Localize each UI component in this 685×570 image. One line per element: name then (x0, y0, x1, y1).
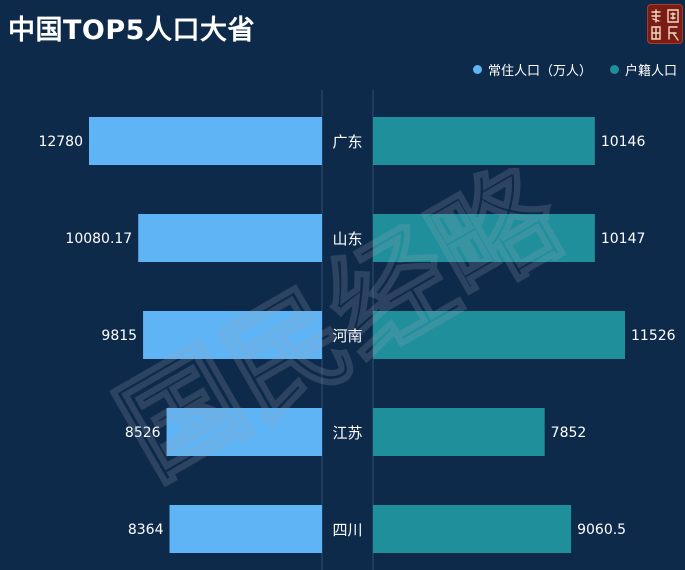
data-label-household-4: 9060.5 (577, 522, 626, 538)
category-label-0: 广东 (332, 133, 362, 151)
category-label-1: 山东 (332, 230, 362, 248)
bar-resident-0 (89, 117, 322, 165)
data-label-household-3: 7852 (551, 425, 587, 441)
legend-label-resident: 常住人口（万人） (487, 64, 592, 79)
category-label-3: 江苏 (332, 424, 362, 442)
data-label-resident-3: 8526 (125, 425, 161, 441)
data-label-resident-2: 9815 (101, 328, 137, 344)
data-label-resident-0: 12780 (38, 134, 83, 150)
data-label-household-0: 10146 (601, 134, 646, 150)
bar-resident-4 (169, 505, 322, 553)
bar-household-2 (373, 311, 625, 359)
data-label-household-2: 11526 (631, 328, 676, 344)
category-label-4: 四川 (332, 521, 362, 539)
legend: 常住人口（万人） 户籍人口 (472, 60, 677, 79)
data-label-resident-4: 8364 (128, 522, 164, 538)
bar-resident-3 (166, 408, 322, 456)
legend-label-household: 户籍人口 (624, 64, 677, 79)
data-label-household-1: 10147 (601, 231, 646, 247)
bar-resident-1 (138, 214, 322, 262)
chart-title: 中国TOP5人口大省 (8, 15, 255, 46)
legend-swatch-household (609, 65, 619, 74)
bar-household-0 (373, 117, 595, 165)
data-label-resident-1: 10080.17 (65, 231, 132, 247)
bar-household-1 (373, 214, 595, 262)
bar-resident-2 (143, 311, 322, 359)
bar-household-3 (373, 408, 545, 456)
seal-logo (647, 4, 683, 44)
bar-household-4 (373, 505, 572, 553)
legend-swatch-resident (472, 65, 482, 74)
category-label-2: 河南 (332, 327, 362, 345)
legend-item-resident: 常住人口（万人） (472, 60, 592, 79)
legend-item-household: 户籍人口 (609, 60, 677, 79)
